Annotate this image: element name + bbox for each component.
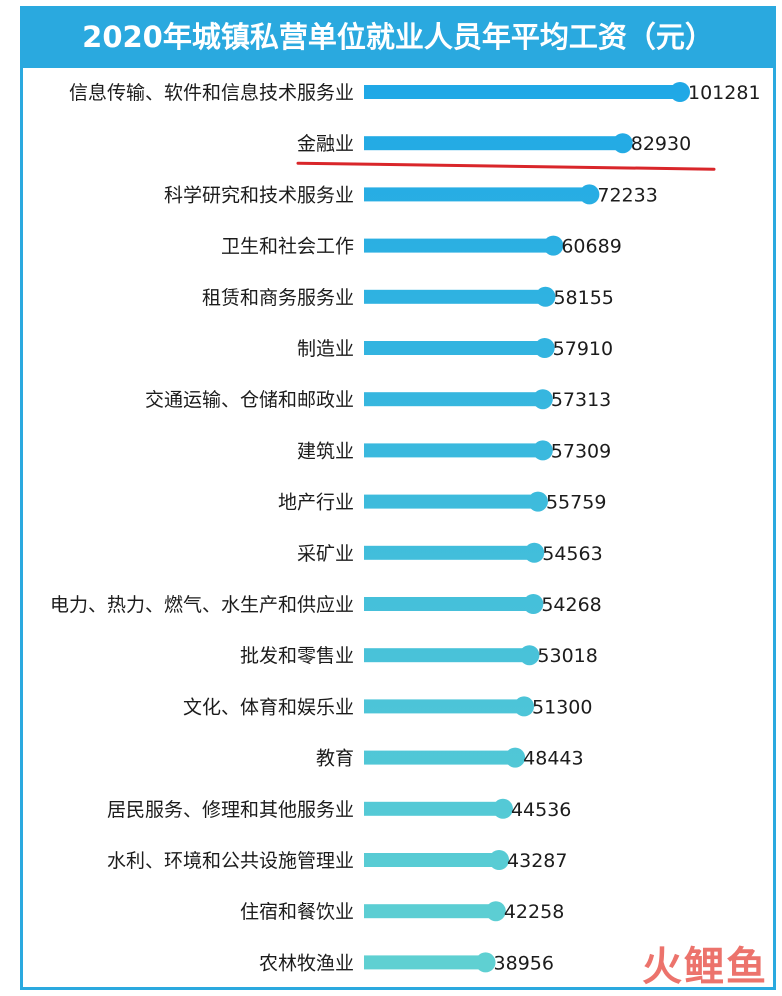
category-label: 制造业	[297, 338, 354, 360]
bar-end-dot	[519, 645, 540, 666]
bar	[364, 341, 545, 355]
bar-end-dot	[527, 491, 548, 512]
bar	[364, 238, 554, 253]
value-label: 43287	[507, 850, 567, 872]
value-label: 57910	[553, 338, 613, 360]
value-label: 38956	[494, 952, 554, 974]
bar	[364, 85, 680, 99]
value-label: 54268	[541, 594, 601, 616]
category-label: 地产行业	[278, 492, 354, 514]
category-label: 批发和零售业	[240, 645, 354, 667]
value-label: 72233	[597, 184, 657, 206]
bar-end-dot	[505, 747, 526, 768]
value-label: 58155	[553, 287, 613, 309]
bar	[364, 392, 543, 407]
category-label: 信息传输、软件和信息技术服务业	[69, 82, 354, 104]
highlight-underline	[296, 161, 716, 171]
bar	[364, 648, 530, 663]
value-label: 57313	[551, 389, 611, 411]
category-label: 水利、环境和公共设施管理业	[107, 850, 354, 872]
value-label: 60689	[561, 236, 621, 258]
bar-end-dot	[612, 133, 633, 154]
category-label: 建筑业	[297, 440, 354, 462]
category-label: 电力、热力、燃气、水生产和供应业	[50, 594, 354, 616]
bar-end-dot	[532, 440, 553, 461]
bar	[364, 494, 538, 509]
category-label: 交通运输、仓储和邮政业	[145, 389, 354, 411]
category-label: 科学研究和技术服务业	[164, 184, 354, 206]
category-label: 教育	[316, 748, 354, 770]
bar	[364, 597, 534, 611]
value-label: 44536	[511, 799, 571, 821]
value-label: 54563	[542, 543, 602, 565]
category-label: 居民服务、修理和其他服务业	[107, 799, 354, 821]
value-label: 55759	[546, 492, 606, 514]
bar	[364, 545, 535, 560]
category-label: 采矿业	[297, 543, 354, 565]
chart-title: 2020年城镇私营单位就业人员年平均工资（元）	[20, 6, 776, 68]
category-label: 住宿和餐饮业	[240, 901, 354, 923]
bar	[364, 750, 516, 765]
bar-end-dot	[524, 542, 545, 563]
category-label: 卫生和社会工作	[221, 236, 354, 258]
bar-end-dot	[543, 235, 564, 256]
bar-end-dot	[489, 850, 510, 870]
bar	[364, 136, 623, 151]
category-label: 租赁和商务服务业	[202, 287, 354, 309]
category-label: 农林牧渔业	[259, 952, 354, 974]
bar	[364, 699, 525, 714]
bar-end-dot	[579, 184, 600, 205]
category-label: 文化、体育和娱乐业	[183, 696, 354, 718]
watermark-logo: 火鲤鱼	[642, 944, 768, 990]
bar-end-dot	[492, 798, 513, 819]
category-label: 金融业	[297, 133, 354, 155]
value-label: 82930	[631, 133, 691, 155]
value-label: 101281	[688, 82, 761, 104]
bar	[364, 187, 590, 202]
value-label: 57309	[551, 440, 611, 462]
bar	[364, 853, 500, 867]
bar-end-dot	[523, 594, 544, 614]
bar-end-dot	[475, 952, 496, 973]
bar-end-dot	[670, 82, 690, 102]
bar-end-dot	[514, 696, 535, 717]
value-label: 42258	[504, 901, 564, 923]
value-label: 48443	[523, 748, 583, 770]
bar-end-dot	[534, 338, 555, 358]
bar-end-dot	[485, 901, 506, 922]
value-label: 51300	[532, 696, 592, 718]
bar	[364, 289, 546, 304]
bar-end-dot	[532, 389, 553, 410]
bar	[364, 904, 496, 919]
value-label: 53018	[537, 645, 597, 667]
bar	[364, 955, 486, 970]
bar	[364, 801, 503, 816]
bar	[364, 443, 543, 458]
bar-end-dot	[535, 286, 556, 307]
